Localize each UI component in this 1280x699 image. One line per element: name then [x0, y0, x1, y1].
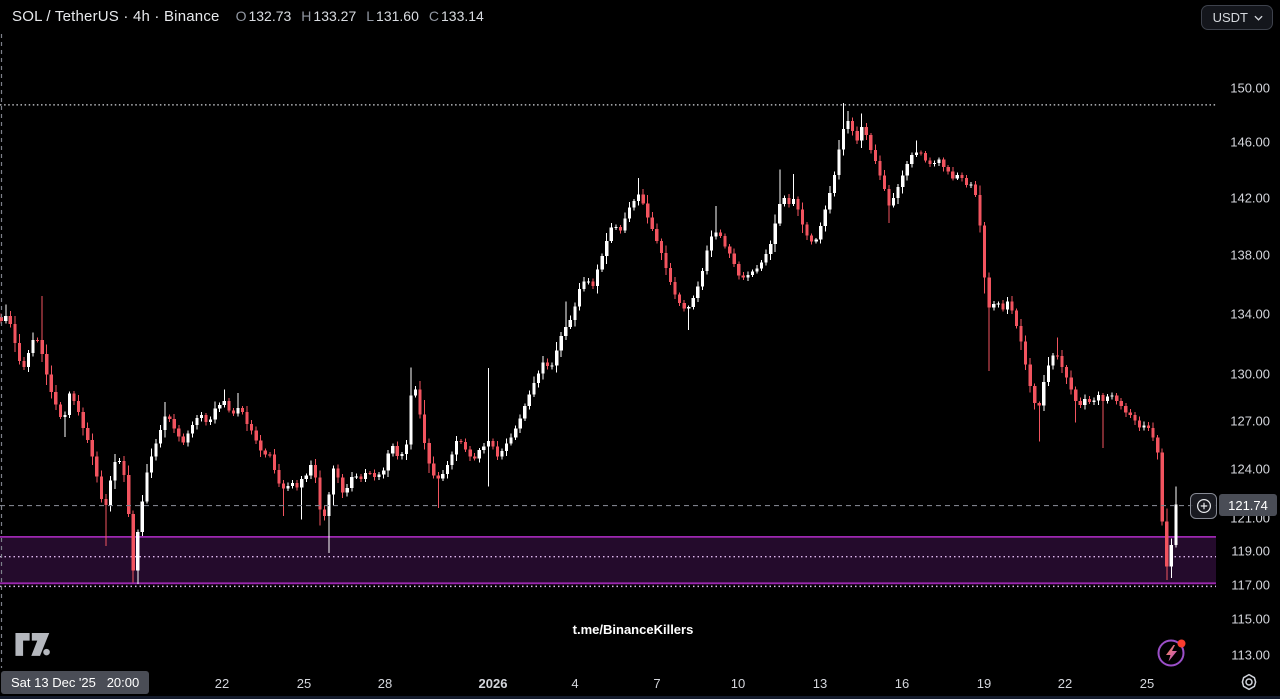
price-axis-label: 113.00 — [1231, 647, 1270, 663]
time-axis-label: 25 — [296, 676, 312, 691]
add-alert-button[interactable] — [1190, 493, 1217, 519]
time-axis-label: 7 — [653, 676, 661, 691]
lightning-bolt-icon — [1166, 645, 1177, 662]
close-value: 133.14 — [441, 8, 484, 24]
time-axis-label: 28 — [377, 676, 393, 691]
time-axis-label: 13 — [812, 676, 828, 691]
signal-bot-button[interactable] — [1154, 635, 1190, 671]
price-axis-label: 117.00 — [1231, 577, 1270, 593]
open-label: O — [235, 8, 247, 24]
symbol-title[interactable]: SOL / TetherUS · 4h · Binance — [12, 7, 220, 25]
high-value: 133.27 — [313, 8, 357, 24]
high-label: H — [301, 8, 312, 24]
telegram-watermark: t.me/BinanceKillers — [572, 622, 694, 637]
time-axis-label: 19 — [976, 676, 992, 691]
time-axis-label: 22 — [214, 676, 230, 691]
currency-label: USDT — [1212, 10, 1248, 25]
time-axis-label: 25 — [1139, 676, 1155, 691]
price-axis-label: 138.00 — [1230, 247, 1270, 263]
plus-circle-icon — [1196, 498, 1211, 514]
time-axis-label: 22 — [1057, 676, 1073, 691]
price-axis-label: 146.00 — [1230, 134, 1270, 150]
bolt-circle — [1157, 639, 1185, 667]
support-zone[interactable] — [0, 536, 1216, 584]
window-bottom-edge — [0, 696, 1280, 699]
crosshair-price-badge: 121.74 — [1219, 494, 1277, 516]
open-value: 132.73 — [248, 8, 292, 24]
price-axis-label: 150.00 — [1230, 80, 1270, 96]
close-label: C — [428, 8, 439, 24]
crosshair-time-badge: Sat 13 Dec '25 20:00 — [1, 671, 150, 694]
low-value: 131.60 — [376, 8, 419, 24]
price-axis-label: 130.00 — [1230, 366, 1270, 382]
low-label: L — [366, 8, 375, 24]
time-axis-label: 4 — [571, 676, 579, 691]
time-axis-label: 10 — [730, 676, 746, 691]
candlestick-series — [0, 102, 1178, 585]
time-axis-label: 2026 — [478, 676, 508, 691]
tradingview-logo-icon[interactable] — [14, 633, 54, 662]
gear-icon[interactable] — [1240, 673, 1258, 691]
price-axis-label: 115.00 — [1231, 611, 1270, 627]
price-axis-label: 134.00 — [1230, 306, 1270, 322]
ohlc-values: O 132.73 H 133.27 L 131.60 C 133.14 — [236, 8, 484, 24]
notification-dot — [1177, 639, 1186, 648]
price-axis-label: 142.00 — [1230, 190, 1270, 206]
price-axis-label: 124.00 — [1230, 461, 1270, 477]
currency-toggle-button[interactable]: USDT — [1200, 5, 1273, 30]
chevron-down-icon — [1254, 15, 1263, 21]
price-axis-label: 127.00 — [1230, 413, 1270, 429]
time-axis-label: 16 — [894, 676, 910, 691]
price-axis-label: 119.00 — [1231, 543, 1270, 559]
